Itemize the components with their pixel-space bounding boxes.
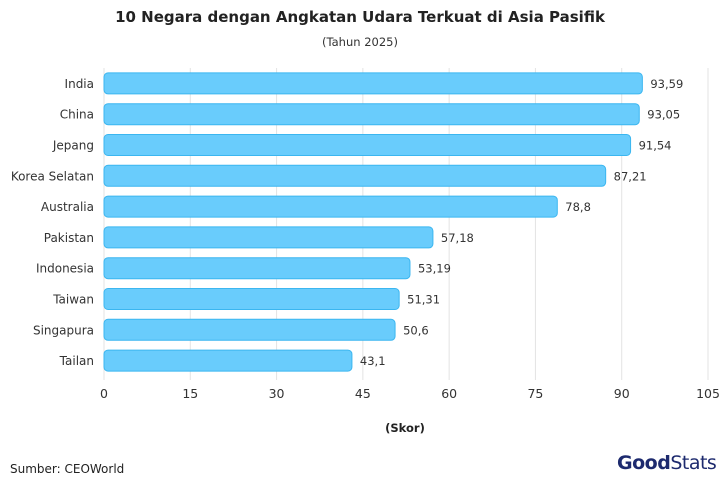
x-tick-label: 45 [355,386,371,401]
x-tick-label: 60 [441,386,457,401]
source-note: Sumber: CEOWorld [10,462,125,476]
bar [103,318,396,341]
category-label: Indonesia [36,262,94,276]
category-label: India [65,77,94,91]
x-tick-label: 30 [269,386,285,401]
bar [103,226,434,249]
x-tick-label: 15 [182,386,198,401]
data-label: 93,59 [650,77,683,91]
bar [103,257,411,280]
data-label: 78,8 [565,200,591,214]
data-label: 50,6 [403,323,429,337]
data-label: 93,05 [647,108,680,122]
bar [103,103,640,126]
bar [103,195,558,218]
category-label: Australia [41,200,94,214]
logo-stats-text: Stats [670,452,717,474]
data-label: 91,54 [639,139,672,153]
x-tick-label: 75 [527,386,543,401]
goodstats-logo: GoodStats [617,452,717,474]
bar [103,164,607,187]
category-label: Tailan [59,354,94,368]
x-axis-title: (Skor) [385,421,425,435]
data-label: 87,21 [614,169,647,183]
x-tick-label: 0 [100,386,108,401]
bar [103,134,632,156]
chart-title: 10 Negara dengan Angkatan Udara Terkuat … [115,8,605,26]
bar [103,288,400,310]
bar [103,72,643,95]
category-label: Pakistan [44,231,94,245]
category-label: Singapura [33,323,94,337]
category-label: Taiwan [52,293,94,307]
chart-subtitle: (Tahun 2025) [322,35,398,49]
data-label: 43,1 [360,354,386,368]
logo-good-text: Good [617,452,671,474]
category-label: China [60,108,94,122]
category-label: Korea Selatan [11,169,94,183]
category-label: Jepang [52,139,94,153]
x-tick-label: 105 [696,386,720,401]
bar-chart: 0 15 30 45 60 75 90 105 India 93,59 China 93,05 Jepa… [11,68,720,435]
data-label: 51,31 [407,293,440,307]
data-label: 57,18 [441,231,474,245]
x-tick-label: 90 [614,386,630,401]
data-label: 53,19 [418,262,451,276]
bar [103,349,353,372]
